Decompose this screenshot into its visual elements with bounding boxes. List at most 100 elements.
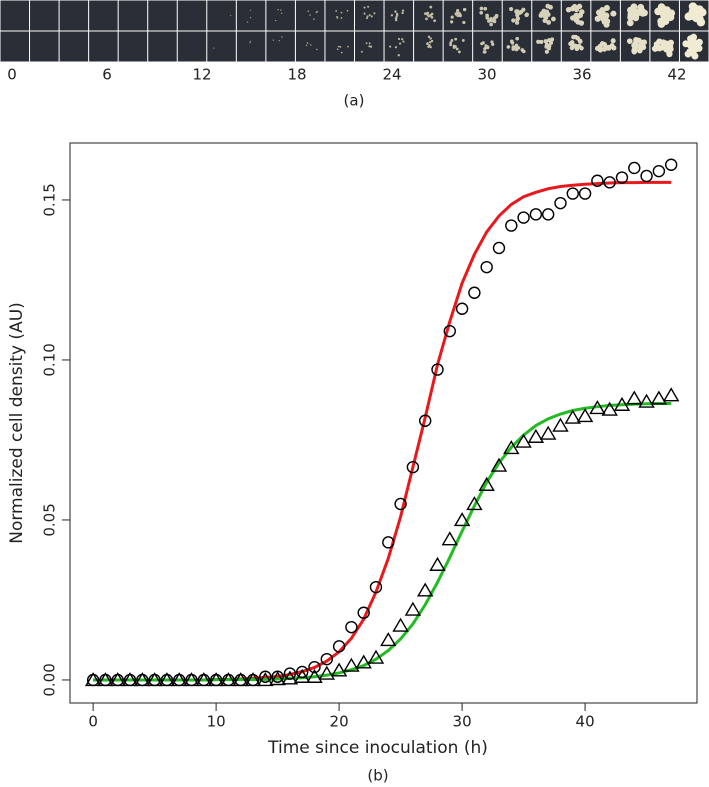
colony [482, 50, 486, 54]
colony [548, 4, 553, 10]
data-point [306, 668, 323, 683]
tile-bg [266, 0, 295, 31]
photo-tile [30, 0, 59, 31]
colony [277, 8, 279, 11]
colony [336, 15, 338, 18]
photo-tile [118, 0, 148, 31]
tile-bg [236, 31, 266, 62]
photo-tile [443, 31, 473, 62]
colony [360, 50, 363, 53]
colony [629, 10, 637, 18]
colony [601, 42, 608, 48]
photo-tile [295, 31, 325, 62]
data-point [418, 414, 432, 427]
colony [631, 47, 638, 54]
colony [368, 14, 371, 17]
colony [539, 39, 544, 44]
colony [490, 40, 494, 44]
colony [278, 39, 280, 42]
colony [479, 6, 484, 11]
data-point [628, 161, 641, 175]
photo-tile [473, 0, 502, 31]
fit-curve [93, 401, 672, 682]
data-point [601, 401, 618, 416]
colony [249, 16, 252, 19]
colony [315, 11, 318, 14]
data-point [431, 363, 444, 376]
data-point [257, 672, 274, 687]
photo-tile [148, 31, 177, 62]
photo-tile [355, 0, 384, 31]
colony [506, 45, 511, 49]
data-point [455, 302, 469, 315]
data-point [453, 512, 471, 527]
colony [491, 42, 495, 46]
data-point [441, 531, 459, 546]
fit-curve [93, 180, 672, 682]
colony [450, 15, 454, 19]
data-point [97, 672, 114, 687]
colony [660, 13, 669, 22]
data-point [121, 672, 139, 687]
data-point [281, 670, 299, 685]
tile-bg [0, 0, 30, 31]
colony [427, 35, 431, 39]
photo-tile [325, 31, 354, 62]
data-point [293, 668, 311, 683]
colony [340, 51, 343, 54]
x-tick-label: 20 [330, 713, 349, 731]
y-axis-label: Normalized cell density (AU) [7, 302, 27, 544]
colony [547, 38, 552, 43]
colony [401, 38, 404, 41]
colony [515, 16, 521, 21]
colony [309, 44, 312, 46]
data-point [541, 208, 555, 221]
colony [455, 47, 459, 51]
data-point [613, 396, 631, 411]
data-point [552, 417, 569, 432]
colony [578, 20, 585, 26]
colony [450, 38, 454, 42]
colony [543, 39, 549, 44]
data-point [259, 670, 272, 683]
x-tick-label: 30 [453, 713, 472, 731]
colony [305, 44, 308, 47]
photo-tile [266, 31, 295, 62]
colony [401, 11, 404, 15]
colony [688, 2, 698, 11]
colony [429, 14, 432, 17]
data-point [195, 672, 213, 687]
colony [631, 42, 637, 49]
data-point [576, 408, 594, 423]
colony [230, 14, 232, 17]
colony [667, 39, 674, 46]
data-point [527, 428, 545, 443]
data-point [429, 556, 446, 571]
colony [313, 18, 315, 20]
photo-tile [236, 0, 266, 31]
colony [450, 20, 454, 24]
data-point [566, 187, 579, 200]
data-point [134, 672, 151, 687]
colony [339, 46, 341, 48]
colony [449, 41, 453, 45]
tile-bg [89, 31, 118, 62]
colony [636, 47, 643, 54]
data-point [492, 241, 506, 255]
photo-tile [591, 0, 620, 31]
data-point [369, 580, 383, 594]
colony [487, 19, 491, 23]
colony [661, 43, 668, 50]
colony [693, 39, 701, 47]
data-point [626, 390, 643, 405]
x-axis-label: Time since inoculation (h) [267, 738, 488, 758]
strip-label: 0 [7, 66, 17, 84]
colony [604, 45, 610, 51]
colony [394, 18, 398, 22]
photo-tile [443, 0, 473, 31]
tile-bg [59, 31, 89, 62]
colony [454, 45, 457, 48]
colony [575, 13, 581, 20]
photo-tile [236, 31, 266, 62]
